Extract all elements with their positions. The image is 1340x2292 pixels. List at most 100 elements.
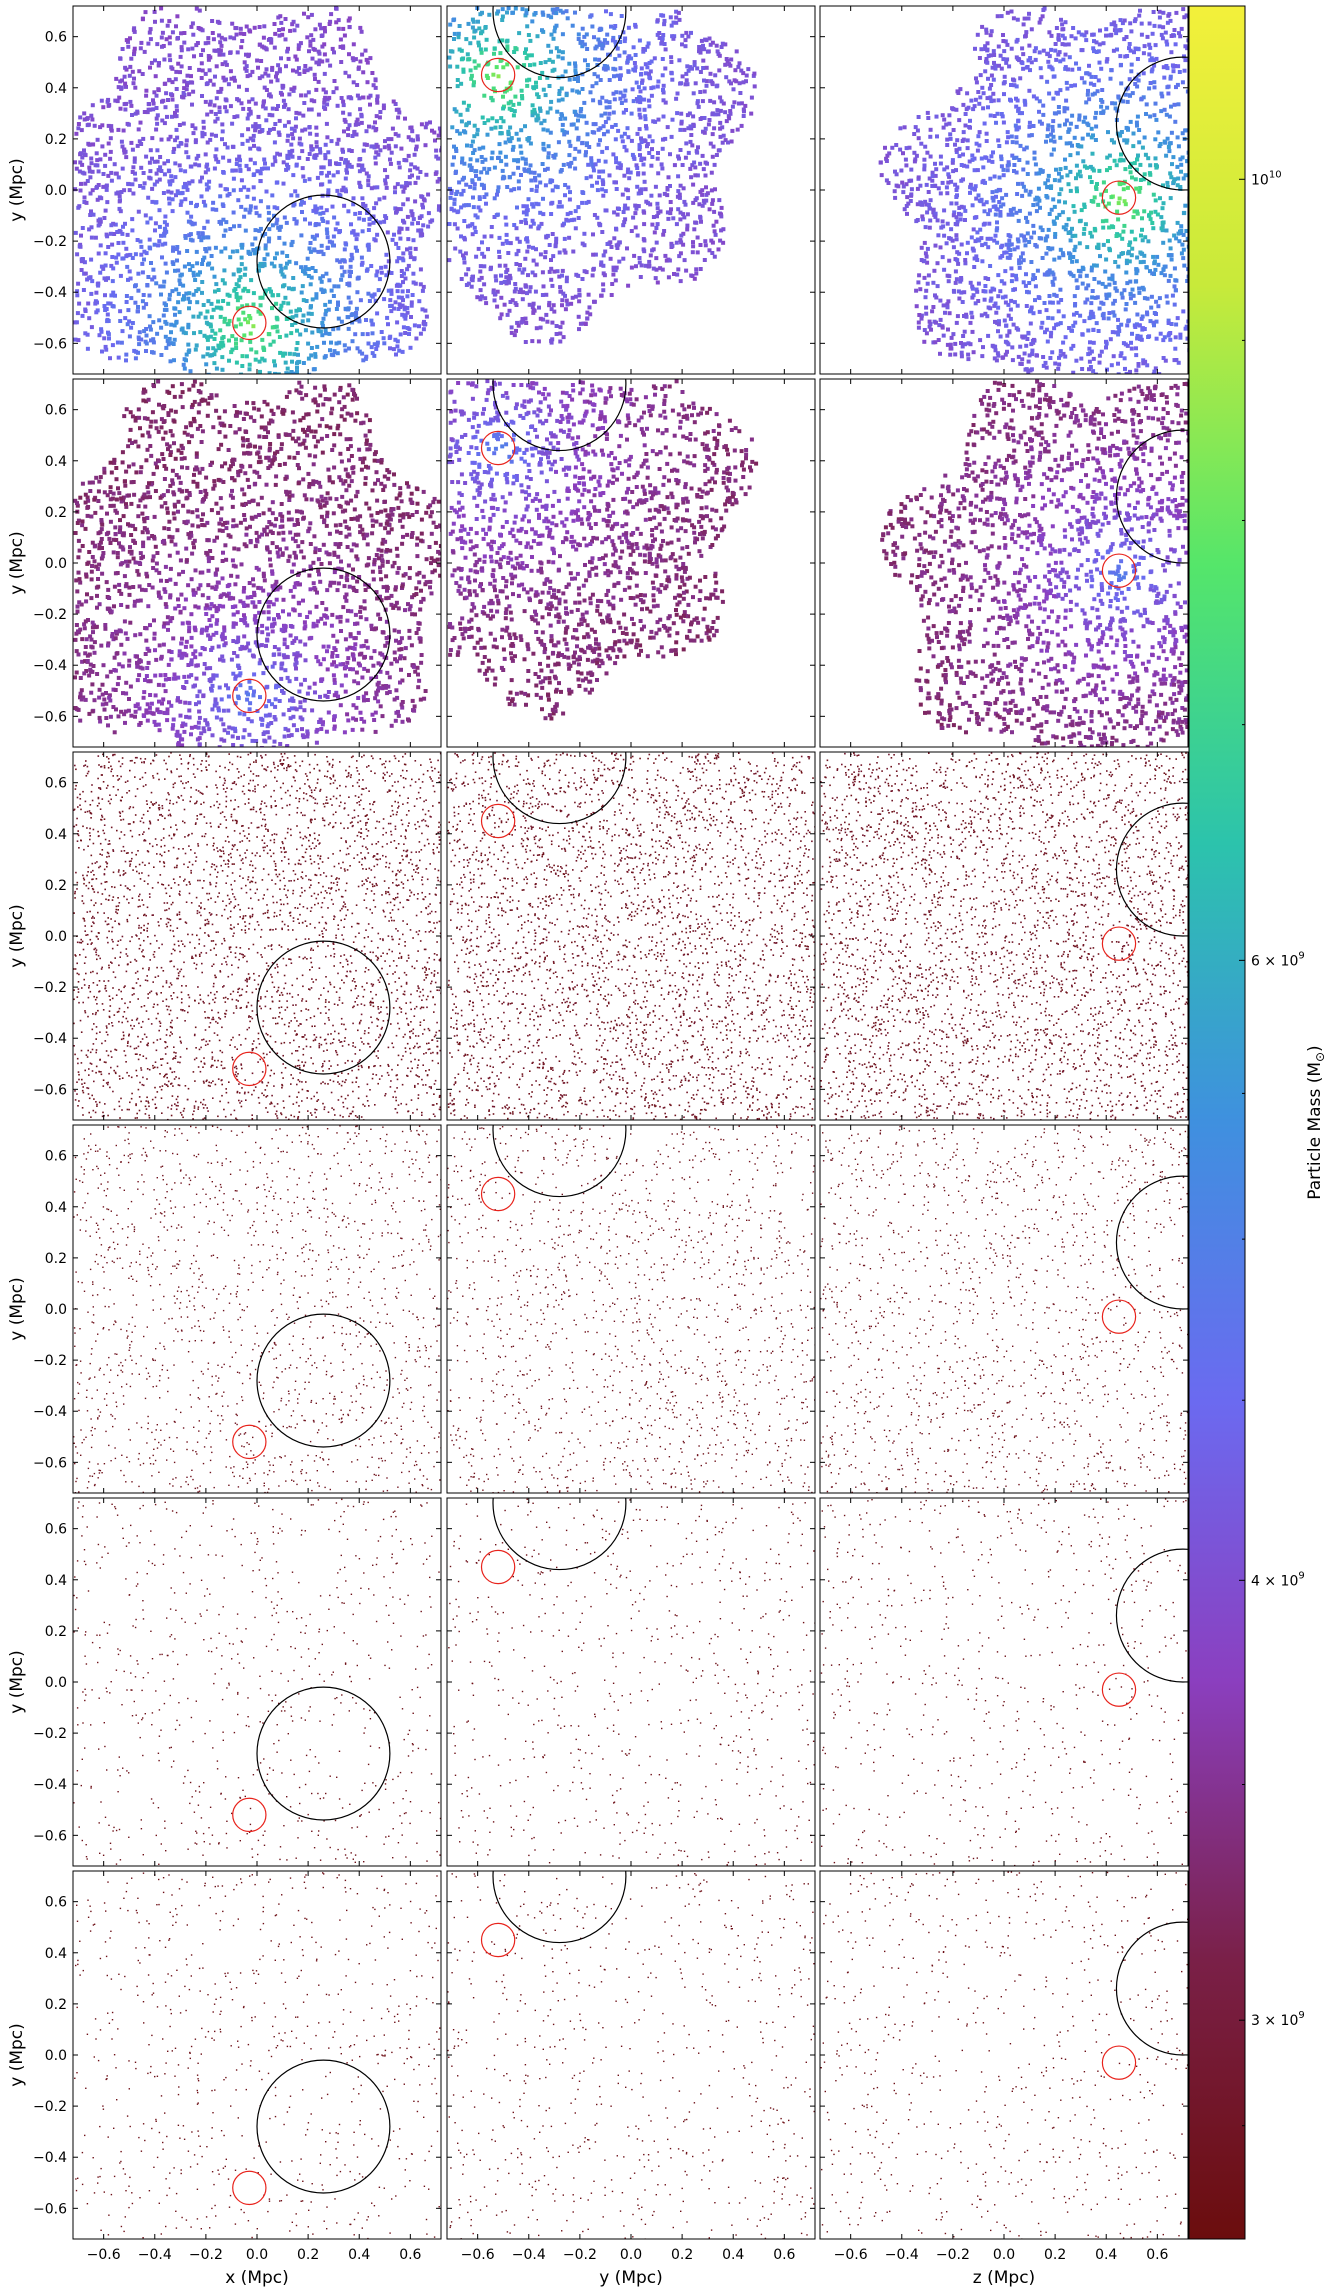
panel-r2-z [819,378,1189,748]
panel-r1-y [446,5,816,375]
subhalo-circle [492,1125,627,1198]
subhalo-circle [492,1498,627,1571]
x-tick-label: 0.6 [399,2247,421,2263]
subhalo-circle [256,194,391,329]
x-tick-label: 0.6 [773,2247,795,2263]
x-tick-label: 0.0 [620,2247,642,2263]
y-tick-label: −0.6 [33,336,67,352]
particle-field [73,1498,441,1866]
y-tick-label: −0.4 [33,285,67,301]
panel-r2-y [446,378,816,748]
halo-circle [480,1549,516,1585]
panel-frame [446,1124,816,1494]
panel-r6-z: −0.6 −0.4 −0.2 0.0 0.2 0.4 0.6 z (Mpc) [819,1870,1189,2288]
subhalo-circle [256,1313,391,1448]
x-tick-label: 0.4 [348,2247,370,2263]
y-tick-label: 0.0 [45,2048,67,2064]
halo-circle [480,803,516,839]
halo-circle [232,305,267,341]
y-tick-label: 0.0 [45,1302,67,1318]
particle-field [73,379,441,747]
colorbar-tick-label: 6 × 109 [1251,950,1305,969]
halo-circle [480,57,516,93]
y-tick-label: 0.0 [45,929,67,945]
x-tick-label: −0.4 [512,2247,546,2263]
panel-r1-z [819,5,1189,375]
x-tick-label: −0.2 [563,2247,597,2263]
panel-frame [72,751,442,1121]
x-tick-label: −0.4 [885,2247,919,2263]
y-tick-label: −0.4 [33,1777,67,1793]
x-tick-label: −0.6 [834,2247,868,2263]
colorbar-label: Particle Mass (M⊙) [1305,1045,1327,1199]
x-tick-label: 0.2 [1044,2247,1066,2263]
subhalo-circle [256,940,391,1075]
y-tick-label: 0.6 [45,1149,67,1165]
colorbar-tick-label: 1010 [1251,169,1282,188]
particle-field [73,1125,441,1493]
x-tick-label: 0.4 [1095,2247,1117,2263]
panel-r4-x: −0.6 −0.4 −0.2 0.0 0.2 0.4 0.6 y (Mpc) [7,1124,442,1494]
panel-r1-x: −0.6 −0.4 −0.2 0.0 0.2 0.4 0.6 y (Mpc) [7,5,442,375]
x-tick-label: 0.0 [993,2247,1015,2263]
panel-frame [72,1497,442,1867]
subhalo-circle [256,2059,391,2194]
y-tick-label: 0.6 [45,776,67,792]
x-tick-label: 0.6 [1146,2247,1168,2263]
y-tick-label: −0.6 [33,709,67,725]
y-tick-label: −0.4 [33,1404,67,1420]
y-tick-label: 0.0 [45,556,67,572]
panel-r3-z [819,751,1189,1121]
x-tick-label: −0.6 [87,2247,121,2263]
particle-field [820,1125,1188,1493]
x-tick-label: 0.2 [671,2247,693,2263]
panel-r3-y [446,751,816,1121]
panel-frame [819,1124,1189,1494]
panel-r5-z [819,1497,1189,1867]
halo-circle [232,1424,267,1460]
halo-circle [232,1797,267,1833]
panel-frame [72,1124,442,1494]
y-tick-label: 0.2 [45,1997,67,2013]
subhalo-circle [1115,802,1188,937]
y-tick-label: 0.4 [45,454,67,470]
colorbar-tick-label: 3 × 109 [1251,2010,1305,2029]
panel-frame [446,1497,816,1867]
panel-grid: −0.6 −0.4 −0.2 0.0 0.2 0.4 0.6 y (Mpc) −0.6 −0.4 −… [7,5,1189,2288]
panel-r4-z [819,1124,1189,1494]
panel-r4-y [446,1124,816,1494]
y-tick-label: −0.4 [33,1031,67,1047]
particle-field [447,1873,815,2239]
y-tick-label: 0.4 [45,827,67,843]
particle-field [878,6,1188,374]
halo-circle [1101,553,1137,588]
particle-field [880,379,1188,747]
subhalo-circle [492,1871,627,1944]
particle-field [447,1125,815,1493]
halo-circle [232,678,267,714]
y-tick-label: −0.2 [33,980,67,996]
halo-circle [1101,1299,1137,1334]
subhalo-circle [1115,429,1188,564]
halo-circle [1101,926,1137,961]
halo-circle [480,1176,516,1212]
panel-frame [819,1870,1189,2240]
particle-field [448,1498,815,1866]
panel-r6-y: −0.6 −0.4 −0.2 0.0 0.2 0.4 0.6 y (Mpc) [446,1870,816,2288]
y-axis-label: y (Mpc) [7,2023,27,2087]
y-tick-label: −0.2 [33,234,67,250]
x-axis-label: z (Mpc) [973,2268,1035,2288]
halo-circle [1101,1672,1137,1707]
panel-r6-x: −0.6 −0.4 −0.2 0.0 0.2 0.4 0.6 y (Mpc) −0.6 −0.4 −… [7,1870,442,2288]
particle-field [447,6,757,345]
y-tick-label: 0.2 [45,1624,67,1640]
y-tick-label: −0.2 [33,607,67,623]
x-tick-label: −0.4 [138,2247,172,2263]
y-tick-label: 0.2 [45,1251,67,1267]
subhalo-circle [492,6,627,79]
y-tick-label: −0.2 [33,2099,67,2115]
subhalo-circle [1115,1175,1188,1310]
y-tick-label: 0.2 [45,505,67,521]
x-axis-label: y (Mpc) [599,2268,663,2288]
